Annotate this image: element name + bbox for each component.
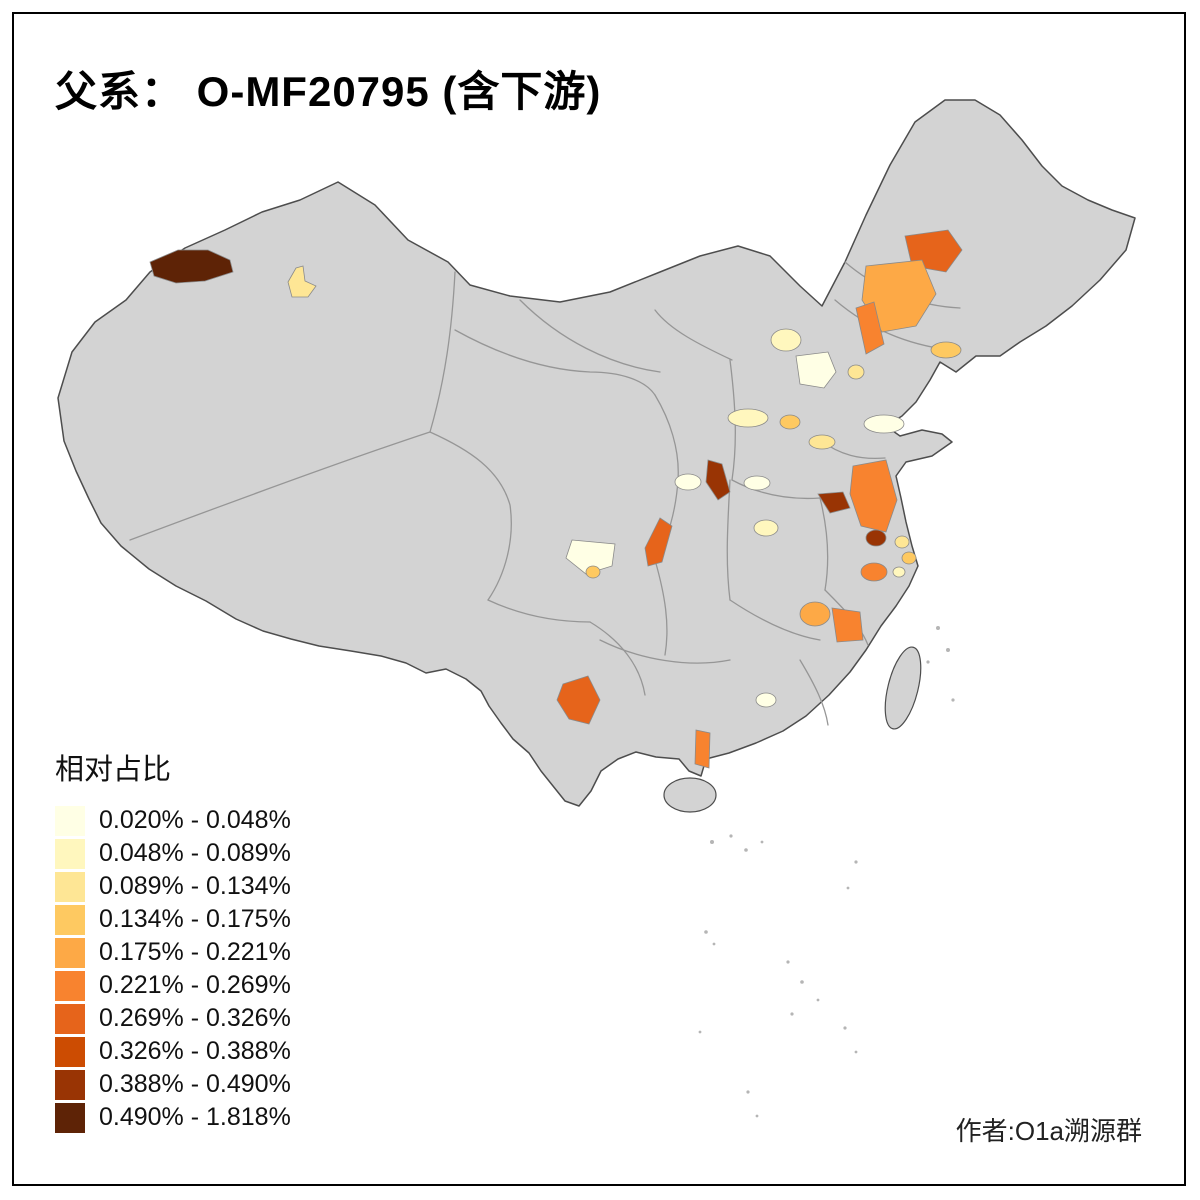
legend-row: 0.388% - 0.490% [55,1068,291,1101]
legend-row: 0.221% - 0.269% [55,969,291,1002]
region-highlight [694,729,711,769]
region-highlight [644,517,673,567]
region-highlight [287,265,317,298]
region-highlight [849,459,898,533]
legend-swatch [55,805,85,836]
region-highlight [817,491,851,514]
region-highlight [860,562,888,582]
legend-label: 0.134% - 0.175% [99,905,291,933]
region-highlight [779,414,801,430]
region-highlight [892,566,906,578]
legend-row: 0.020% - 0.048% [55,804,291,837]
legend-title: 相对占比 [55,754,172,786]
taiwan-island [884,646,922,730]
region-highlight [705,459,731,501]
region-highlight [674,473,702,491]
legend-label: 0.388% - 0.490% [99,1070,291,1098]
region-highlight [930,341,962,359]
region-highlight [585,565,601,579]
region-highlight [894,535,910,549]
legend-label: 0.269% - 0.326% [99,1004,291,1032]
south-china-sea-islands [698,626,955,1118]
legend-label: 0.048% - 0.089% [99,839,291,867]
legend-label: 0.175% - 0.221% [99,938,291,966]
region-highlight [149,249,234,284]
region-highlight [808,434,836,450]
region-highlight [865,529,887,547]
region-highlight [556,675,601,725]
region-highlight [727,408,769,428]
legend-swatch [55,937,85,968]
page-title: 父系： O-MF20795 (含下游) [55,68,602,115]
region-highlight [743,475,771,491]
legend-swatch [55,970,85,1001]
province-borders [129,261,961,726]
region-highlight [863,414,905,434]
region-highlight [755,692,777,708]
legend-row: 0.269% - 0.326% [55,1002,291,1035]
legend-row: 0.490% - 1.818% [55,1101,291,1134]
region-highlight [861,259,937,333]
legend-swatch [55,838,85,869]
legend: 相对占比 0.020% - 0.048% 0.048% - 0.089% 0.0… [55,746,291,1134]
region-highlight [847,364,865,380]
legend-row: 0.048% - 0.089% [55,837,291,870]
legend-swatch [55,904,85,935]
legend-row: 0.326% - 0.388% [55,1035,291,1068]
region-highlight [795,351,837,389]
region-highlight [901,551,917,565]
legend-row: 0.089% - 0.134% [55,870,291,903]
legend-swatch [55,1102,85,1133]
legend-swatch [55,1036,85,1067]
author-credit: 作者:O1a溯源群 [955,1116,1142,1146]
legend-label: 0.326% - 0.388% [99,1037,291,1065]
legend-row: 0.175% - 0.221% [55,936,291,969]
legend-label: 0.490% - 1.818% [99,1103,291,1131]
hainan-island [663,777,717,813]
region-highlight [770,328,802,352]
legend-label: 0.020% - 0.048% [99,806,291,834]
region-highlight [753,519,779,537]
legend-row: 0.134% - 0.175% [55,903,291,936]
legend-swatch [55,871,85,902]
highlighted-regions [149,229,963,769]
region-highlight [831,607,864,643]
region-highlight [855,301,885,355]
legend-label: 0.221% - 0.269% [99,971,291,999]
legend-swatch [55,1003,85,1034]
legend-swatch [55,1069,85,1100]
region-highlight [799,601,831,627]
legend-label: 0.089% - 0.134% [99,872,291,900]
